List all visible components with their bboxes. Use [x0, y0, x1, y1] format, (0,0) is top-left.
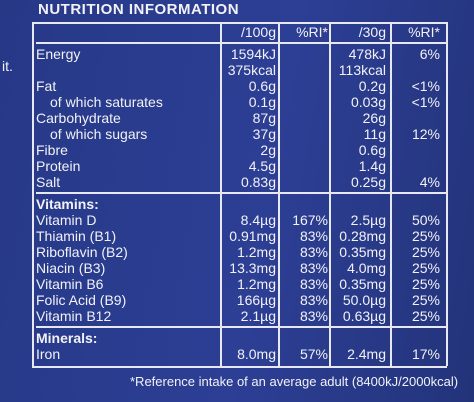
nutrient-name: Fat [36, 78, 57, 94]
column-rule [446, 22, 448, 366]
value-cell: 4.0mg [347, 260, 386, 276]
nutrient-name: Carbohydrate [36, 110, 121, 126]
column-header: %RI* [408, 24, 440, 40]
value-cell: 0.83g [240, 174, 276, 190]
value-cell: 8.0mg [237, 346, 276, 362]
value-cell: 1594kJ [230, 46, 276, 62]
value-cell: 1.4g [358, 158, 386, 174]
value-cell: 6% [419, 46, 440, 62]
value-cell: 8.4µg [240, 212, 276, 228]
nutrient-name: Riboflavin (B2) [36, 244, 128, 260]
value-cell: 113kcal [338, 62, 386, 78]
value-cell: 0.35mg [339, 276, 386, 292]
sub-nutrient-name: of which sugars [50, 126, 148, 142]
value-cell: 478kJ [348, 46, 386, 62]
nutrient-name: Protein [36, 158, 81, 174]
value-cell: 25% [411, 276, 440, 292]
nutrient-name: Salt [36, 174, 61, 190]
value-cell: 0.6g [248, 78, 276, 94]
value-cell: 4% [419, 174, 440, 190]
nutrient-name: Fibre [36, 142, 68, 158]
section-rule [36, 326, 446, 328]
value-cell: 0.28mg [339, 228, 386, 244]
nutrient-name: Folic Acid (B9) [36, 292, 127, 308]
value-cell: 167% [292, 212, 328, 228]
sub-nutrient-name: of which saturates [50, 94, 163, 110]
section-heading: Vitamins: [36, 196, 99, 212]
footnote: *Reference intake of an average adult (8… [130, 374, 459, 389]
value-cell: 1.2mg [237, 244, 276, 260]
value-cell: <1% [411, 94, 440, 110]
value-cell: 0.25g [350, 174, 386, 190]
column-rule [278, 22, 280, 366]
value-cell: 13.3mg [229, 260, 276, 276]
value-cell: 25% [411, 260, 440, 276]
nutrient-name: Iron [36, 346, 61, 362]
column-header: /30g [358, 24, 386, 40]
value-cell: 12% [411, 126, 440, 142]
value-cell: 25% [411, 308, 440, 324]
frame-top [32, 22, 447, 24]
value-cell: 166µg [236, 292, 276, 308]
value-cell: 83% [299, 276, 328, 292]
value-cell: 50% [411, 212, 440, 228]
title: NUTRITION INFORMATION [38, 1, 240, 18]
column-rule [329, 22, 331, 366]
section-heading: Minerals: [36, 330, 98, 346]
value-cell: 25% [411, 292, 440, 308]
value-cell: 0.63µg [342, 308, 386, 324]
value-cell: 2.1µg [240, 308, 276, 324]
value-cell: 2.4mg [347, 346, 386, 362]
value-cell: 2.5µg [350, 212, 386, 228]
nutrient-name: Energy [36, 46, 81, 62]
value-cell: 11g [363, 126, 386, 142]
nutrient-name: Thiamin (B1) [36, 228, 117, 244]
value-cell: 25% [411, 244, 440, 260]
value-cell: 83% [299, 244, 328, 260]
value-cell: 4.5g [248, 158, 276, 174]
edge-fragment: it. [2, 58, 13, 74]
column-rule [390, 22, 392, 366]
value-cell: 0.1g [248, 94, 276, 110]
frame-bottom [32, 366, 447, 368]
value-cell: 26g [362, 110, 386, 126]
value-cell: 57% [299, 346, 328, 362]
value-cell: 87g [252, 110, 276, 126]
value-cell: 25% [411, 228, 440, 244]
value-cell: 17% [411, 346, 440, 362]
value-cell: 375kcal [227, 62, 276, 78]
value-cell: 50.0µg [342, 292, 386, 308]
section-rule [36, 192, 446, 194]
value-cell: 2g [260, 142, 276, 158]
value-cell: 0.91mg [229, 228, 276, 244]
column-header: /100g [240, 24, 276, 40]
value-cell: <1% [411, 78, 440, 94]
value-cell: 0.35mg [339, 244, 386, 260]
value-cell: 83% [299, 292, 328, 308]
nutrient-name: Niacin (B3) [36, 260, 106, 276]
value-cell: 0.6g [358, 142, 386, 158]
nutrient-name: Vitamin B6 [36, 276, 104, 292]
value-cell: 83% [299, 260, 328, 276]
value-cell: 1.2mg [237, 276, 276, 292]
value-cell: 83% [299, 228, 328, 244]
nutrient-name: Vitamin B12 [36, 308, 112, 324]
column-rule [32, 22, 34, 366]
value-cell: 37g [252, 126, 276, 142]
column-rule [220, 22, 222, 366]
value-cell: 83% [299, 308, 328, 324]
nutrient-name: Vitamin D [36, 212, 97, 228]
column-header: %RI* [296, 24, 328, 40]
header-rule [36, 42, 446, 44]
value-cell: 0.2g [358, 78, 386, 94]
value-cell: 0.03g [350, 94, 386, 110]
